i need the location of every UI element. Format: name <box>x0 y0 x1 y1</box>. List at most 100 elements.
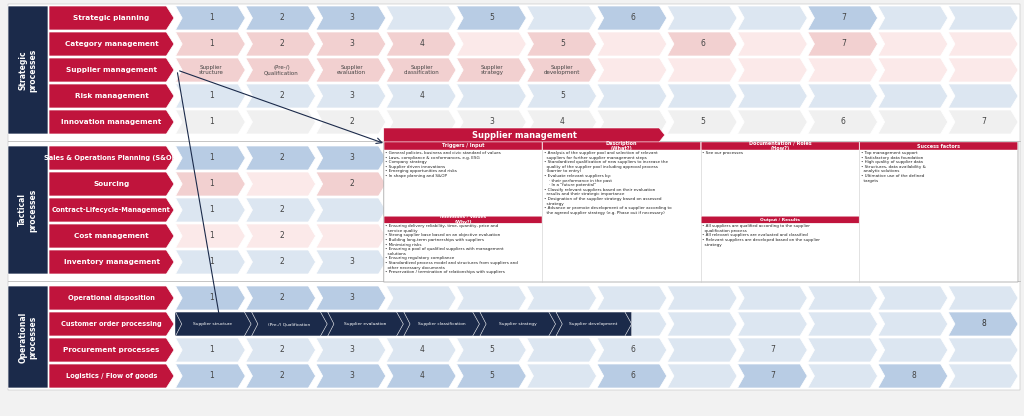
Text: (Pre-/) Qualification: (Pre-/) Qualification <box>268 322 310 326</box>
Polygon shape <box>480 312 556 336</box>
Polygon shape <box>808 224 878 248</box>
Text: Triggers / Input: Triggers / Input <box>441 144 484 149</box>
Polygon shape <box>403 312 479 336</box>
Polygon shape <box>316 146 386 170</box>
Polygon shape <box>737 6 807 30</box>
Polygon shape <box>49 198 174 222</box>
Polygon shape <box>328 312 403 336</box>
Text: 6: 6 <box>630 346 635 354</box>
Polygon shape <box>49 32 174 56</box>
Polygon shape <box>597 250 667 274</box>
Text: 1: 1 <box>209 258 213 267</box>
Polygon shape <box>386 6 456 30</box>
Text: Risk management: Risk management <box>75 93 148 99</box>
Polygon shape <box>808 146 878 170</box>
Polygon shape <box>384 128 665 142</box>
Text: 7: 7 <box>841 13 846 22</box>
Polygon shape <box>316 172 386 196</box>
Text: Innovation management: Innovation management <box>61 119 162 125</box>
Polygon shape <box>948 58 1018 82</box>
Text: 4: 4 <box>420 371 424 381</box>
Polygon shape <box>737 286 807 310</box>
Text: 2: 2 <box>279 206 284 215</box>
Polygon shape <box>49 364 174 388</box>
Text: • See our processes: • See our processes <box>702 151 743 155</box>
Text: 1: 1 <box>209 206 213 215</box>
Text: 3: 3 <box>349 154 354 163</box>
Text: 1: 1 <box>209 154 213 163</box>
Polygon shape <box>737 172 807 196</box>
Polygon shape <box>175 286 246 310</box>
Text: 7: 7 <box>771 346 775 354</box>
Polygon shape <box>457 250 526 274</box>
Text: Supplier evaluation: Supplier evaluation <box>344 322 386 326</box>
Polygon shape <box>246 84 315 108</box>
Polygon shape <box>808 250 878 274</box>
Polygon shape <box>878 250 948 274</box>
Polygon shape <box>175 312 246 336</box>
Polygon shape <box>316 364 386 388</box>
FancyBboxPatch shape <box>8 6 48 134</box>
Text: Strategic
processes: Strategic processes <box>18 48 38 92</box>
Polygon shape <box>737 198 807 222</box>
Text: Supplier development: Supplier development <box>569 322 617 326</box>
Polygon shape <box>878 84 948 108</box>
Text: 6: 6 <box>630 371 635 381</box>
Polygon shape <box>175 312 251 336</box>
Polygon shape <box>526 146 597 170</box>
Polygon shape <box>386 286 456 310</box>
Polygon shape <box>668 224 737 248</box>
Polygon shape <box>316 110 386 134</box>
Polygon shape <box>668 286 737 310</box>
Polygon shape <box>668 32 737 56</box>
Polygon shape <box>526 312 597 336</box>
Text: Inventory management: Inventory management <box>63 259 160 265</box>
Polygon shape <box>526 364 597 388</box>
Polygon shape <box>597 312 667 336</box>
Text: Supplier management: Supplier management <box>66 67 157 73</box>
Polygon shape <box>386 338 456 362</box>
Polygon shape <box>386 364 456 388</box>
Polygon shape <box>737 312 807 336</box>
Text: Category management: Category management <box>65 41 159 47</box>
Polygon shape <box>386 110 456 134</box>
Text: 5: 5 <box>489 371 495 381</box>
Text: 3: 3 <box>349 346 354 354</box>
Polygon shape <box>597 364 667 388</box>
Polygon shape <box>49 286 174 310</box>
Text: 8: 8 <box>981 319 986 329</box>
Polygon shape <box>175 198 246 222</box>
Polygon shape <box>597 224 667 248</box>
Polygon shape <box>597 58 667 82</box>
Polygon shape <box>878 32 948 56</box>
Polygon shape <box>597 6 667 30</box>
Text: 6: 6 <box>630 13 635 22</box>
Polygon shape <box>175 224 246 248</box>
Polygon shape <box>246 364 315 388</box>
Text: 3: 3 <box>349 319 354 329</box>
Polygon shape <box>808 32 878 56</box>
Text: 2: 2 <box>349 179 354 188</box>
Polygon shape <box>878 364 948 388</box>
Polygon shape <box>526 224 597 248</box>
Text: 3: 3 <box>349 13 354 22</box>
Text: 7: 7 <box>981 117 986 126</box>
Polygon shape <box>386 58 456 82</box>
Text: • Ensuring delivery reliability, time, quantity, price and
  service quality
• S: • Ensuring delivery reliability, time, q… <box>385 224 518 274</box>
Polygon shape <box>668 110 737 134</box>
Text: 1: 1 <box>209 40 213 49</box>
Text: 2: 2 <box>279 154 284 163</box>
Polygon shape <box>457 198 526 222</box>
Polygon shape <box>737 110 807 134</box>
Polygon shape <box>457 146 526 170</box>
Text: Intentions / Values
(Why?): Intentions / Values (Why?) <box>440 215 486 224</box>
Polygon shape <box>526 172 597 196</box>
Polygon shape <box>597 198 667 222</box>
Text: 2: 2 <box>279 13 284 22</box>
Polygon shape <box>316 84 386 108</box>
Text: 3: 3 <box>349 258 354 267</box>
Polygon shape <box>948 224 1018 248</box>
Text: Customer order processing: Customer order processing <box>61 321 162 327</box>
Text: 5: 5 <box>560 40 565 49</box>
Polygon shape <box>948 198 1018 222</box>
